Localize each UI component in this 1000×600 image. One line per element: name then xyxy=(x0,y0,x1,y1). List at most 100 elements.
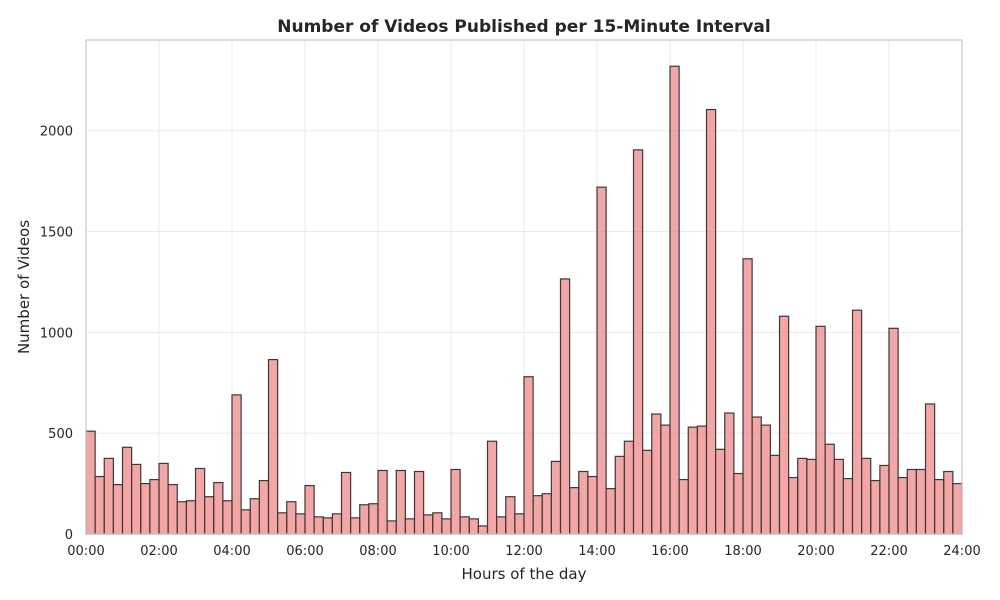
x-tick-label: 18:00 xyxy=(724,544,761,559)
histogram-bar xyxy=(788,476,799,535)
histogram-bar xyxy=(833,458,844,535)
histogram-bar xyxy=(486,440,498,535)
histogram-bar xyxy=(842,477,854,535)
histogram-bar xyxy=(705,108,717,535)
histogram-bar xyxy=(94,475,105,535)
histogram-bar xyxy=(386,520,397,535)
histogram-bar xyxy=(194,467,206,535)
histogram-bar xyxy=(943,470,954,535)
histogram-bar xyxy=(204,496,215,535)
histogram-bar xyxy=(121,446,133,535)
histogram-bar xyxy=(496,516,507,535)
x-tick-label: 04:00 xyxy=(213,544,250,559)
histogram-bar xyxy=(85,430,96,535)
y-tick-label: 0 xyxy=(65,528,73,543)
histogram-bar xyxy=(696,425,708,535)
histogram-bar xyxy=(778,315,790,535)
histogram-bar xyxy=(614,455,625,535)
histogram-bar xyxy=(395,469,406,535)
x-tick-label: 14:00 xyxy=(578,544,615,559)
histogram-bar xyxy=(158,462,169,535)
bars xyxy=(85,65,963,535)
histogram-bar xyxy=(769,454,781,535)
histogram-bar xyxy=(523,376,534,535)
histogram-bar xyxy=(103,457,114,535)
histogram-bar xyxy=(678,478,689,535)
histogram-bar xyxy=(559,278,571,535)
histogram-bar xyxy=(687,426,698,535)
histogram-bar xyxy=(632,149,644,535)
histogram-bar xyxy=(331,513,343,535)
histogram-bar xyxy=(550,460,562,535)
histogram-bar xyxy=(213,481,224,535)
histogram-bar xyxy=(231,394,242,535)
x-tick-label: 02:00 xyxy=(140,544,177,559)
x-tick-label: 12:00 xyxy=(505,544,542,559)
histogram-bar xyxy=(897,476,908,535)
y-axis-label: Number of Videos xyxy=(15,220,33,354)
histogram-bar xyxy=(295,513,306,535)
histogram-bar xyxy=(669,65,680,535)
histogram-bar xyxy=(149,478,160,535)
histogram-bar xyxy=(322,517,333,535)
histogram-bar xyxy=(870,479,881,535)
plot-frame xyxy=(85,39,963,535)
y-tick-labels: 0 500 1000 1500 2000 xyxy=(40,125,73,543)
histogram-bar xyxy=(651,413,662,535)
y-tick-label: 1500 xyxy=(40,226,73,241)
histogram-bar xyxy=(541,493,552,535)
histogram-bar xyxy=(888,327,899,535)
histogram-bar xyxy=(605,488,616,535)
histogram-bar xyxy=(924,403,936,535)
histogram-bar xyxy=(742,258,753,535)
histogram-bar xyxy=(131,463,142,535)
histogram-bar xyxy=(167,484,178,535)
x-tick-label: 06:00 xyxy=(286,544,323,559)
x-tick-label: 24:00 xyxy=(943,544,980,559)
histogram-bar xyxy=(468,518,479,535)
histogram-bar xyxy=(733,472,744,535)
histogram-bar xyxy=(112,484,124,535)
histogram-bar xyxy=(176,501,187,535)
x-tick-label: 16:00 xyxy=(651,544,688,559)
histogram-bar xyxy=(359,504,370,535)
histogram-bar xyxy=(806,458,817,535)
y-tick-label: 1000 xyxy=(40,326,73,341)
histogram-bar xyxy=(304,485,315,535)
histogram-bar xyxy=(368,503,379,535)
histogram-bar xyxy=(952,482,963,535)
y-tick-label: 2000 xyxy=(40,125,73,140)
chart-title: Number of Videos Published per 15-Minute… xyxy=(277,17,770,37)
histogram-bar xyxy=(267,358,279,535)
histogram-bar xyxy=(915,468,927,535)
histogram-bar xyxy=(477,525,489,535)
histogram-bar xyxy=(824,443,835,535)
x-tick-label: 20:00 xyxy=(797,544,834,559)
histogram-bar xyxy=(313,516,324,535)
histogram-bar xyxy=(459,516,470,535)
histogram-bar xyxy=(140,482,151,535)
histogram-bar xyxy=(623,440,635,535)
x-tick-label: 10:00 xyxy=(432,544,469,559)
histogram-bar xyxy=(377,469,388,535)
x-axis-label: Hours of the day xyxy=(462,565,587,583)
histogram-bar xyxy=(587,475,598,535)
histogram-bar xyxy=(797,457,808,535)
histogram-bar xyxy=(432,512,443,535)
histogram-bar xyxy=(514,513,525,535)
histogram-bar xyxy=(222,500,233,535)
histogram-bar xyxy=(596,186,607,535)
histogram-bar xyxy=(413,470,425,535)
histogram-bar xyxy=(350,517,361,535)
histogram-bar xyxy=(258,479,270,535)
histogram-bar xyxy=(441,518,452,535)
histogram-bar xyxy=(249,498,260,535)
histogram-bar xyxy=(851,309,863,535)
histogram-bar xyxy=(404,518,416,535)
histogram-bar xyxy=(277,512,288,535)
histogram-bar xyxy=(751,416,762,535)
x-tick-label: 08:00 xyxy=(359,544,396,559)
histogram-bar xyxy=(505,496,516,535)
histogram-bar xyxy=(906,468,917,535)
